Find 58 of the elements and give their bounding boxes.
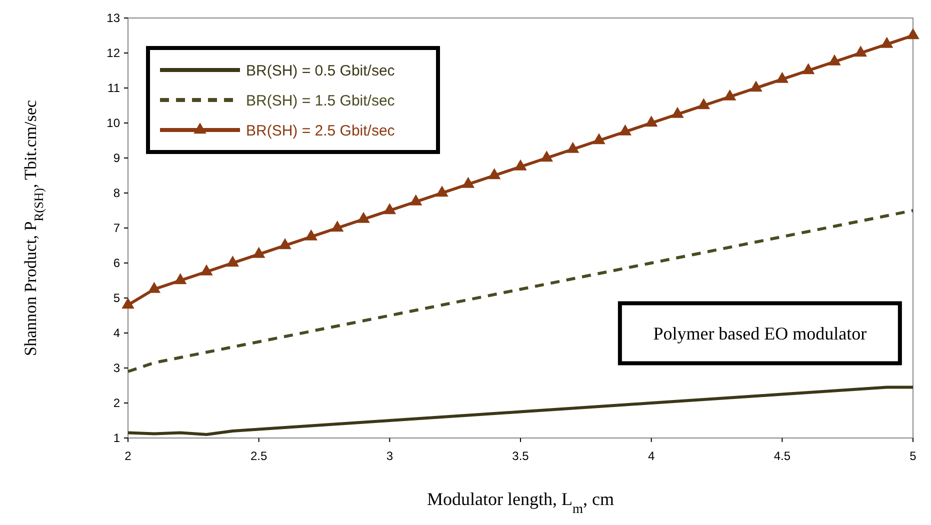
point [200,264,213,276]
line-series [126,386,914,436]
line-series [126,209,914,373]
y-tick-label: 10 [106,116,120,130]
y-tick-label: 4 [113,326,120,340]
point [592,133,606,144]
point [906,28,920,40]
point [330,220,344,232]
x-tick-label: 4 [648,449,655,463]
point [409,194,422,206]
point [488,168,501,180]
point [802,63,815,74]
point [357,212,370,223]
point [776,72,789,83]
text: BR(SH) = 1.5 Gbit/sec [246,92,396,110]
x-tick-label: 2.5 [250,449,268,463]
point [750,80,762,92]
point [828,54,841,66]
point [383,203,396,214]
point [880,36,894,48]
point [174,273,187,284]
y-tick-label: 5 [113,291,120,306]
point [252,246,266,258]
point [566,142,580,153]
x-tick-label: 5 [910,449,917,463]
y-tick-label: 13 [106,11,120,26]
y-tick-label: 2 [113,396,120,410]
point [122,298,134,309]
y-tick-label: 9 [113,151,120,166]
x-axis-title: Modulator length, L$_{m}$, cm [427,489,614,516]
point [723,89,736,100]
point [540,150,554,162]
point [226,256,240,267]
y-tick-label: 3 [113,361,120,376]
x-tick-label: 3 [386,449,394,463]
point [671,106,684,118]
point [148,282,161,293]
x-tick-label: 2 [124,449,132,463]
point [854,46,868,57]
x-tick-label: 3.5 [512,449,530,463]
point [462,176,475,188]
point [514,159,527,170]
y-tick-label: 6 [113,256,120,270]
x-tick-label: 4.5 [774,449,791,463]
point [697,98,710,110]
y-tick-label: 11 [108,81,120,96]
y-tick-label: 12 [106,46,120,60]
text: BR(SH) = 2.5 Gbit/sec [246,122,396,140]
point [304,229,318,240]
point [618,124,632,136]
annotation: Polymer based EO modulator [653,324,867,344]
text: BR(SH) = 0.5 Gbit/sec [246,62,396,80]
y-tick-label: 1 [113,431,120,446]
y-tick-label: 7 [113,221,120,236]
point [436,186,448,197]
point [278,238,292,250]
y-tick-label: 8 [113,186,120,200]
point [644,116,658,127]
